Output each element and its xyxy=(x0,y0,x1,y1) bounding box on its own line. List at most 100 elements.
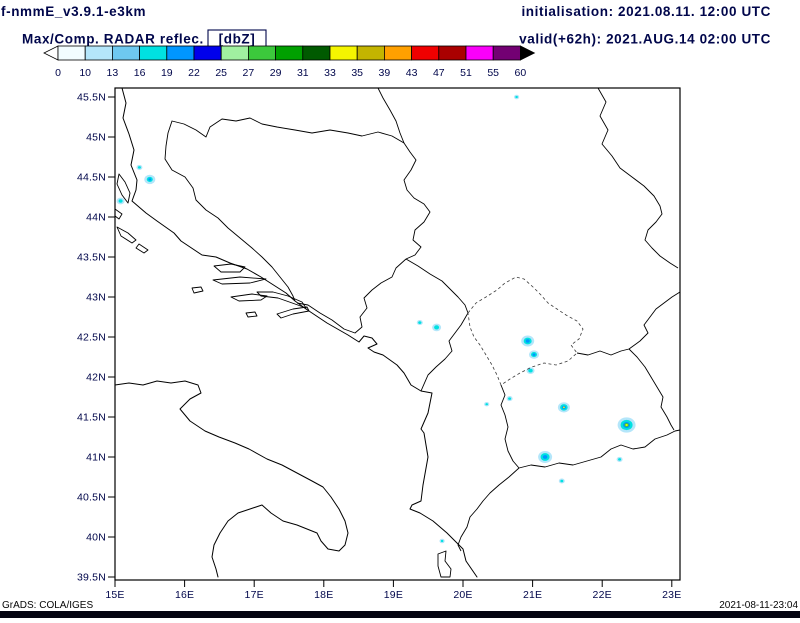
colorbar-segment xyxy=(220,45,249,61)
border-bosnia-croatia-south-montenegro xyxy=(296,258,407,334)
lat-label: 40.5N xyxy=(77,492,106,504)
lon-label: 15E xyxy=(105,589,124,601)
radar-echo xyxy=(542,455,548,459)
radar-echo xyxy=(148,178,152,181)
radar-echo xyxy=(528,368,533,373)
initialisation-label: initialisation: 2021.08.11. 12:00 UTC xyxy=(521,4,771,19)
island-vis xyxy=(191,286,204,294)
lat-label: 44.5N xyxy=(77,172,106,184)
island-hvar xyxy=(212,276,267,285)
radar-echo xyxy=(525,339,530,343)
lat-label: 42N xyxy=(86,372,106,384)
border-macedonia-bulgaria xyxy=(628,348,675,431)
colorbar-segment xyxy=(383,45,412,61)
colorbar-tick-label: 0 xyxy=(55,67,61,79)
product-title-label: Max/Comp. RADAR reflec. xyxy=(22,32,204,47)
colorbar-right-arrow xyxy=(520,45,536,61)
valid-time-label: valid(+62h): 2021.AUG.14 02:00 UTC xyxy=(519,32,771,47)
colorbar-tick-label: 39 xyxy=(379,67,391,79)
colorbar-segment xyxy=(247,45,276,61)
coastline-italy xyxy=(114,380,349,578)
radar-echo xyxy=(485,403,489,406)
axis-labels: 45.5N 45N 44.5N 44N 43.5N 43N 42.5N 42N 41.5N 41N… xyxy=(77,92,681,602)
island-kornati xyxy=(135,243,149,254)
colorbar-tick-label: 19 xyxy=(161,67,173,79)
colorbar-segment xyxy=(356,45,385,61)
colorbar-tick-label: 43 xyxy=(406,67,418,79)
lat-label: 41N xyxy=(86,452,106,464)
colorbar-tick-label: 35 xyxy=(351,67,363,79)
radar-echo xyxy=(618,458,622,461)
creation-timestamp-label: 2021-08-11-23:04 xyxy=(719,600,798,611)
radar-echo xyxy=(418,321,422,324)
colorbar-segment xyxy=(411,45,440,61)
radar-echo-layer xyxy=(116,94,636,544)
colorbar-segment xyxy=(112,45,141,61)
radar-echo xyxy=(532,353,536,356)
map-frame xyxy=(114,87,681,581)
lat-label: 43N xyxy=(86,292,106,304)
colorbar-tick-label: 29 xyxy=(270,67,282,79)
colorbar-segment xyxy=(438,45,467,61)
border-albania-greece xyxy=(457,467,520,552)
border-serbia-macedonia xyxy=(576,348,630,356)
colorbar-left-arrow xyxy=(43,45,59,61)
model-version-label: f-nmmE_v3.9.1-e3km xyxy=(1,4,146,19)
colorbar-tick-label: 13 xyxy=(107,67,119,79)
island-pag xyxy=(116,173,131,204)
colorbar-tick-label: 51 xyxy=(460,67,472,79)
peninsula-peljesac xyxy=(256,291,307,309)
border-bosnia-croatia-north-west xyxy=(164,117,405,302)
border-kosovo-dashed xyxy=(467,276,584,386)
lon-label: 21E xyxy=(523,589,542,601)
lat-label: 41.5N xyxy=(77,412,106,424)
lon-label: 22E xyxy=(593,589,612,601)
island-olib xyxy=(114,208,123,220)
colorbar-segment xyxy=(465,45,494,61)
lon-label: 19E xyxy=(384,589,403,601)
radar-echo xyxy=(137,166,141,169)
colorbar-segment xyxy=(492,45,521,61)
colorbar-tick-label: 27 xyxy=(243,67,255,79)
border-macedonia-albania xyxy=(500,384,520,469)
border-croatia-serbia-drina xyxy=(377,87,431,260)
border-macedonia-greece xyxy=(518,429,681,469)
island-dugi-otok xyxy=(116,226,137,244)
island-lastovo xyxy=(245,311,258,318)
colorbar-segment xyxy=(193,45,222,61)
lat-label: 45N xyxy=(86,132,106,144)
colorbar-segment xyxy=(275,45,304,61)
colorbar-tick-label: 31 xyxy=(297,67,309,79)
colorbar-segment xyxy=(302,45,331,61)
radar-echo xyxy=(560,479,564,483)
lon-label: 23E xyxy=(662,589,681,601)
colorbar-segment xyxy=(166,45,195,61)
lat-label: 45.5N xyxy=(77,92,106,104)
island-korcula xyxy=(230,293,268,302)
radar-echo xyxy=(434,325,440,330)
lat-label: 40N xyxy=(86,532,106,544)
radar-echo xyxy=(562,406,565,409)
radar-echo xyxy=(508,397,512,400)
border-montenegro-albania xyxy=(420,312,469,392)
lon-label: 18E xyxy=(314,589,333,601)
units-label: [dbZ] xyxy=(219,32,256,47)
lat-label: 39.5N xyxy=(77,572,106,584)
bottom-bar xyxy=(0,611,800,618)
colorbar-tick-label: 16 xyxy=(134,67,146,79)
colorbar-segment xyxy=(139,45,168,61)
colorbar-tick-label: 10 xyxy=(79,67,91,79)
lon-label: 16E xyxy=(175,589,194,601)
colorbar-tick-label: 55 xyxy=(487,67,499,79)
grads-credit-label: GrADS: COLA/IGES xyxy=(2,600,93,611)
border-montenegro-serbia xyxy=(405,258,469,314)
radar-echo xyxy=(440,539,444,543)
island-corfu xyxy=(437,550,452,578)
radar-echo xyxy=(118,199,123,203)
lat-label: 44N xyxy=(86,212,106,224)
lat-label: 42.5N xyxy=(77,332,106,344)
colorbar-segment xyxy=(84,45,113,61)
radar-echo xyxy=(625,423,628,427)
colorbar-tick-label: 25 xyxy=(215,67,227,79)
